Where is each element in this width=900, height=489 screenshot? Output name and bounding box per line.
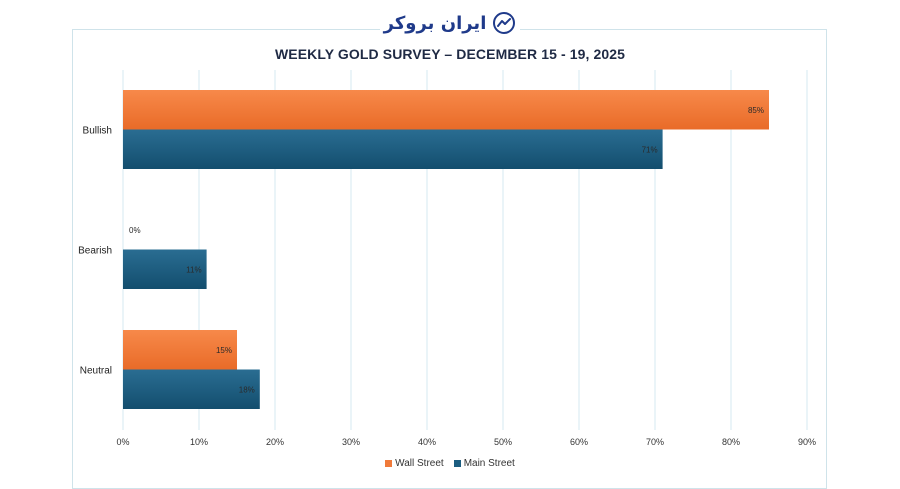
legend-label-wall-street: Wall Street (395, 458, 444, 469)
legend-swatch-wall-street (385, 460, 393, 467)
bar-main-street-neutral (123, 369, 260, 409)
data-label: 0% (129, 226, 141, 235)
brand-logo: ایران بروکر (380, 6, 520, 40)
x-tick-label: 0% (116, 437, 129, 447)
data-label: 15% (216, 346, 232, 355)
data-label: 85% (748, 106, 764, 115)
legend-item-main-street: Main Street (453, 458, 515, 469)
legend-label-main-street: Main Street (463, 458, 515, 469)
brand-name: ایران بروکر (383, 12, 487, 34)
trend-chart-icon (493, 12, 516, 34)
x-tick-label: 20% (266, 437, 284, 447)
legend-swatch-main-street (453, 460, 461, 467)
x-tick-label: 10% (190, 437, 208, 447)
chart-title: WEEKLY GOLD SURVEY – DECEMBER 15 - 19, 2… (274, 46, 626, 62)
legend-item-wall-street: Wall Street (385, 458, 444, 469)
data-label: 11% (186, 265, 201, 274)
x-tick-label: 50% (494, 437, 512, 447)
bar-wall-street-bullish (123, 90, 769, 130)
x-tick-label: 70% (646, 437, 664, 447)
x-tick-label: 90% (798, 437, 816, 447)
x-tick-label: 80% (722, 437, 740, 447)
data-label: 71% (642, 145, 658, 154)
chart-legend: Wall Street Main Street (0, 458, 900, 469)
category-label: Bearish (78, 246, 112, 257)
x-tick-label: 30% (342, 437, 360, 447)
bar-chart: 0% 10% 20% 30% 40% 50% 60% 70% 80% 90% Bullish 85% 7… (78, 70, 816, 447)
bar-main-street-bullish (123, 129, 663, 169)
bar-wall-street-neutral (123, 330, 237, 370)
category-label: Bullish (83, 126, 112, 137)
x-tick-label: 60% (570, 437, 588, 447)
bar-main-street-bearish (123, 249, 207, 289)
data-label: 18% (239, 385, 255, 394)
x-tick-label: 40% (418, 437, 436, 447)
category-label: Neutral (80, 366, 112, 377)
